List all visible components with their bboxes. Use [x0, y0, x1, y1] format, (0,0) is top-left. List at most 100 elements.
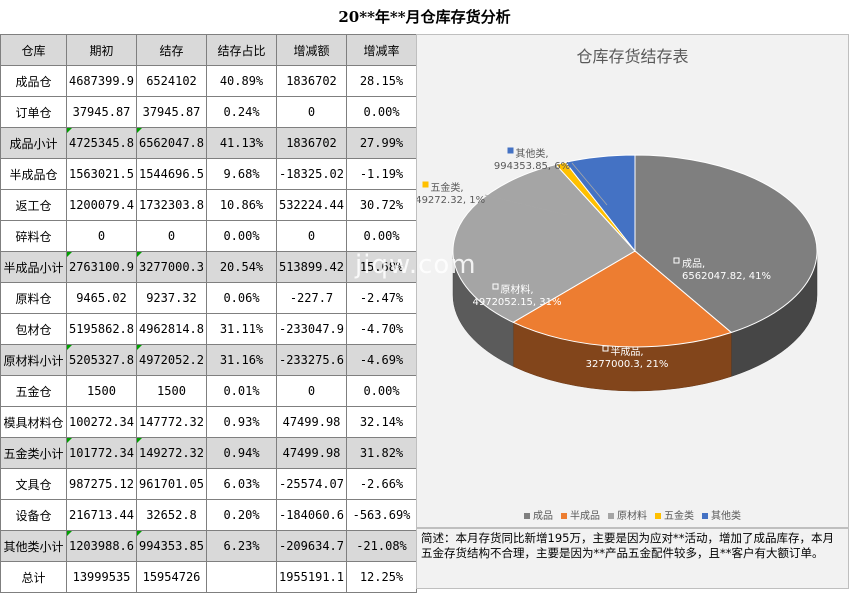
column-header[interactable]: 结存占比	[206, 34, 277, 66]
table-cell[interactable]: 0.20%	[206, 499, 277, 531]
table-cell[interactable]: 31.16%	[206, 344, 277, 376]
table-cell[interactable]: 文具仓	[0, 468, 67, 500]
column-header[interactable]: 期初	[66, 34, 137, 66]
table-cell[interactable]: 6562047.8	[136, 127, 207, 159]
column-header[interactable]: 仓库	[0, 34, 67, 66]
table-cell[interactable]: 成品仓	[0, 65, 67, 97]
table-cell[interactable]: -227.7	[276, 282, 347, 314]
table-cell[interactable]: 订单仓	[0, 96, 67, 128]
table-cell[interactable]: 1203988.6	[66, 530, 137, 562]
table-cell[interactable]: -233047.9	[276, 313, 347, 345]
table-cell[interactable]: -233275.6	[276, 344, 347, 376]
table-cell[interactable]: 原材料小计	[0, 344, 67, 376]
table-cell[interactable]: 半成品小计	[0, 251, 67, 283]
table-cell[interactable]: -563.69%	[346, 499, 417, 531]
table-cell[interactable]: 6.03%	[206, 468, 277, 500]
table-cell[interactable]: 9.68%	[206, 158, 277, 190]
table-cell[interactable]: 五金类小计	[0, 437, 67, 469]
table-cell[interactable]: 9465.02	[66, 282, 137, 314]
table-cell[interactable]: 返工仓	[0, 189, 67, 221]
table-cell[interactable]: 961701.05	[136, 468, 207, 500]
legend-item[interactable]: 成品	[524, 507, 553, 522]
pie-chart-panel[interactable]: 仓库存货结存表 成品, 6562047.82, 41% 半成品, 3277000.3,…	[416, 34, 849, 528]
table-cell[interactable]: 100272.34	[66, 406, 137, 438]
table-cell[interactable]: 1955191.1	[276, 561, 347, 593]
table-cell[interactable]: 1563021.5	[66, 158, 137, 190]
table-cell[interactable]: 0	[276, 375, 347, 407]
table-cell[interactable]: 10.86%	[206, 189, 277, 221]
legend-item[interactable]: 原材料	[608, 507, 647, 522]
table-cell[interactable]: 6.23%	[206, 530, 277, 562]
table-cell[interactable]: 0	[276, 220, 347, 252]
table-cell[interactable]: 513899.42	[276, 251, 347, 283]
table-cell[interactable]	[206, 561, 277, 593]
table-cell[interactable]: 532224.44	[276, 189, 347, 221]
table-cell[interactable]: 4687399.9	[66, 65, 137, 97]
table-cell[interactable]: 987275.12	[66, 468, 137, 500]
table-cell[interactable]: 0.01%	[206, 375, 277, 407]
table-cell[interactable]: -1.19%	[346, 158, 417, 190]
pie-slice-成品[interactable]	[634, 154, 818, 334]
table-cell[interactable]: 原料仓	[0, 282, 67, 314]
legend-item[interactable]: 半成品	[561, 507, 600, 522]
table-cell[interactable]: 0	[276, 96, 347, 128]
table-cell[interactable]: 31.82%	[346, 437, 417, 469]
table-cell[interactable]: -4.70%	[346, 313, 417, 345]
table-cell[interactable]: 1544696.5	[136, 158, 207, 190]
column-header[interactable]: 增减率	[346, 34, 417, 66]
table-cell[interactable]: 成品小计	[0, 127, 67, 159]
legend-item[interactable]: 五金类	[655, 507, 694, 522]
table-cell[interactable]: 1836702	[276, 65, 347, 97]
table-cell[interactable]: 101772.34	[66, 437, 137, 469]
column-header[interactable]: 结存	[136, 34, 207, 66]
table-cell[interactable]: 5195862.8	[66, 313, 137, 345]
table-cell[interactable]: 1200079.4	[66, 189, 137, 221]
table-cell[interactable]: 40.89%	[206, 65, 277, 97]
table-cell[interactable]: 0	[136, 220, 207, 252]
table-cell[interactable]: 20.54%	[206, 251, 277, 283]
table-cell[interactable]: 41.13%	[206, 127, 277, 159]
pie-slice-其他类[interactable]	[564, 154, 636, 253]
table-cell[interactable]: 37945.87	[136, 96, 207, 128]
table-cell[interactable]: 9237.32	[136, 282, 207, 314]
table-cell[interactable]: 0	[66, 220, 137, 252]
table-cell[interactable]: 设备仓	[0, 499, 67, 531]
table-cell[interactable]: 0.00%	[206, 220, 277, 252]
table-cell[interactable]: 4962814.8	[136, 313, 207, 345]
table-cell[interactable]: 五金仓	[0, 375, 67, 407]
table-cell[interactable]: 4725345.8	[66, 127, 137, 159]
table-cell[interactable]: 5205327.8	[66, 344, 137, 376]
table-cell[interactable]: 1500	[136, 375, 207, 407]
table-cell[interactable]: 0.00%	[346, 375, 417, 407]
pie-slice-半成品[interactable]	[512, 250, 733, 348]
table-cell[interactable]: 47499.98	[276, 406, 347, 438]
table-cell[interactable]: 37945.87	[66, 96, 137, 128]
table-cell[interactable]: -18325.02	[276, 158, 347, 190]
table-cell[interactable]: 30.72%	[346, 189, 417, 221]
table-cell[interactable]: 47499.98	[276, 437, 347, 469]
table-cell[interactable]: 6524102	[136, 65, 207, 97]
table-cell[interactable]: 32652.8	[136, 499, 207, 531]
table-cell[interactable]: -2.47%	[346, 282, 417, 314]
table-cell[interactable]: 31.11%	[206, 313, 277, 345]
table-cell[interactable]: 0.00%	[346, 220, 417, 252]
table-cell[interactable]: 994353.85	[136, 530, 207, 562]
table-cell[interactable]: 12.25%	[346, 561, 417, 593]
table-cell[interactable]: 0.94%	[206, 437, 277, 469]
table-cell[interactable]: 半成品仓	[0, 158, 67, 190]
table-cell[interactable]: 其他类小计	[0, 530, 67, 562]
table-cell[interactable]: 2763100.9	[66, 251, 137, 283]
table-cell[interactable]: 0.24%	[206, 96, 277, 128]
table-cell[interactable]: 28.15%	[346, 65, 417, 97]
table-cell[interactable]: 32.14%	[346, 406, 417, 438]
legend-item[interactable]: 其他类	[702, 507, 741, 522]
table-cell[interactable]: 3277000.3	[136, 251, 207, 283]
column-header[interactable]: 增减额	[276, 34, 347, 66]
table-cell[interactable]: -184060.6	[276, 499, 347, 531]
table-cell[interactable]: 0.00%	[346, 96, 417, 128]
table-cell[interactable]: 27.99%	[346, 127, 417, 159]
table-cell[interactable]: -4.69%	[346, 344, 417, 376]
table-cell[interactable]: 1732303.8	[136, 189, 207, 221]
table-cell[interactable]: 216713.44	[66, 499, 137, 531]
table-cell[interactable]: 147772.32	[136, 406, 207, 438]
